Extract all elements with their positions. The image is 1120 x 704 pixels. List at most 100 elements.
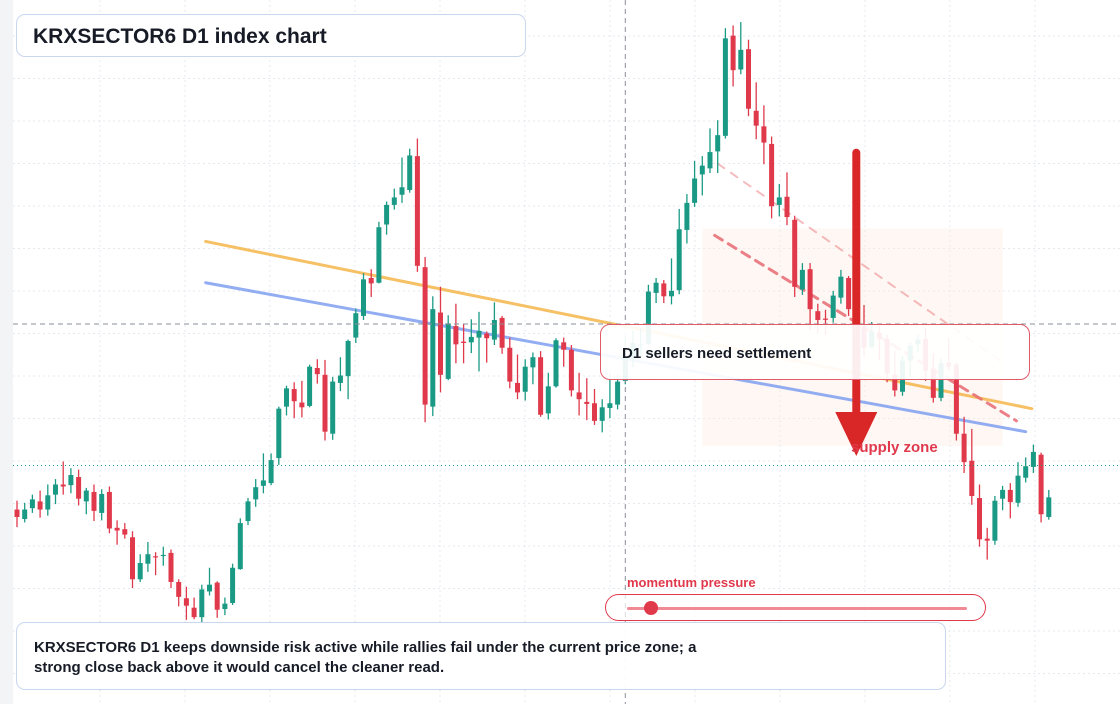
candle-body [37, 501, 43, 510]
candle-body [461, 341, 467, 343]
candle-body [83, 490, 89, 502]
candle [715, 120, 721, 174]
candle-body [22, 509, 28, 520]
candle [29, 494, 35, 513]
candle [76, 469, 82, 506]
candle [60, 461, 66, 495]
candle [222, 597, 228, 616]
candle-body [584, 401, 590, 404]
candle-body [491, 319, 497, 340]
candle [114, 520, 120, 545]
candle [545, 372, 551, 420]
candle [99, 489, 105, 521]
candle-body [1007, 489, 1013, 503]
candle [22, 502, 28, 523]
candle [784, 172, 790, 226]
candle-body [553, 340, 559, 387]
candle [199, 584, 205, 625]
candle [776, 183, 782, 217]
candle [484, 331, 490, 363]
candle [653, 277, 659, 304]
candle [761, 105, 767, 165]
candle [992, 495, 998, 545]
candle-body [992, 500, 998, 541]
supply-zone-label: supply zone [851, 439, 938, 456]
candle-body [237, 523, 243, 570]
candle [230, 563, 236, 605]
candle-body [769, 143, 775, 207]
candle-body [515, 382, 520, 393]
candle [207, 567, 212, 596]
candle-body [399, 187, 405, 195]
candle [430, 296, 436, 417]
candle-body [977, 498, 982, 540]
candle [422, 257, 428, 423]
candle [368, 269, 374, 297]
candle-body [1000, 489, 1006, 499]
candle [568, 345, 574, 397]
candle-body [430, 309, 436, 407]
candle [1023, 457, 1029, 483]
candle-body [522, 366, 528, 392]
candle [268, 453, 274, 486]
candle [407, 148, 413, 193]
candle-body [422, 267, 428, 405]
candle-body [561, 342, 567, 350]
candle [299, 380, 305, 418]
candle [576, 372, 582, 416]
candle-body [984, 538, 990, 541]
momentum-label: momentum pressure [627, 575, 756, 590]
momentum-gauge [605, 594, 986, 621]
candle-body [137, 563, 143, 580]
candle-body [484, 333, 490, 339]
candle-body [653, 282, 659, 293]
candle-body [823, 318, 828, 320]
candle [753, 82, 759, 140]
candle [45, 484, 51, 516]
page-title: KRXSECTOR6 D1 index chart [33, 25, 327, 48]
candle [607, 374, 613, 419]
candle [769, 136, 775, 219]
callout-card: D1 sellers need settlement [600, 324, 1030, 380]
candle-body [361, 279, 366, 316]
summary-text: KRXSECTOR6 D1 keeps downside risk active… [34, 639, 697, 676]
candle-body [284, 388, 289, 407]
candle [730, 25, 736, 87]
candle [599, 399, 605, 433]
candle-body [368, 277, 374, 284]
candle-body [68, 475, 74, 486]
candle [969, 428, 975, 505]
candle [183, 586, 189, 620]
candle [746, 39, 751, 117]
candle-body [168, 552, 174, 582]
candle-body [715, 135, 721, 152]
candle [153, 552, 159, 576]
candle [314, 359, 320, 384]
candle-body [191, 607, 197, 618]
candle-body [722, 38, 728, 136]
candle [807, 263, 813, 331]
candle [461, 324, 467, 364]
candle [553, 338, 559, 388]
candle [468, 319, 474, 354]
candle [1000, 485, 1006, 511]
candle [260, 453, 266, 494]
momentum-track-line [627, 607, 967, 610]
candle [561, 337, 567, 367]
candle-body [99, 493, 105, 513]
candle-body [692, 178, 698, 203]
candle [684, 194, 690, 244]
candle-body [738, 49, 744, 70]
candle [176, 579, 182, 607]
candle [245, 498, 251, 526]
candle-body [807, 269, 813, 310]
candle [838, 269, 844, 304]
candle [738, 22, 744, 75]
candle [676, 208, 682, 295]
candle [253, 479, 259, 507]
candle [515, 354, 520, 400]
candle [961, 416, 967, 473]
candle [284, 385, 289, 416]
candle [438, 286, 443, 393]
candle [106, 486, 112, 534]
